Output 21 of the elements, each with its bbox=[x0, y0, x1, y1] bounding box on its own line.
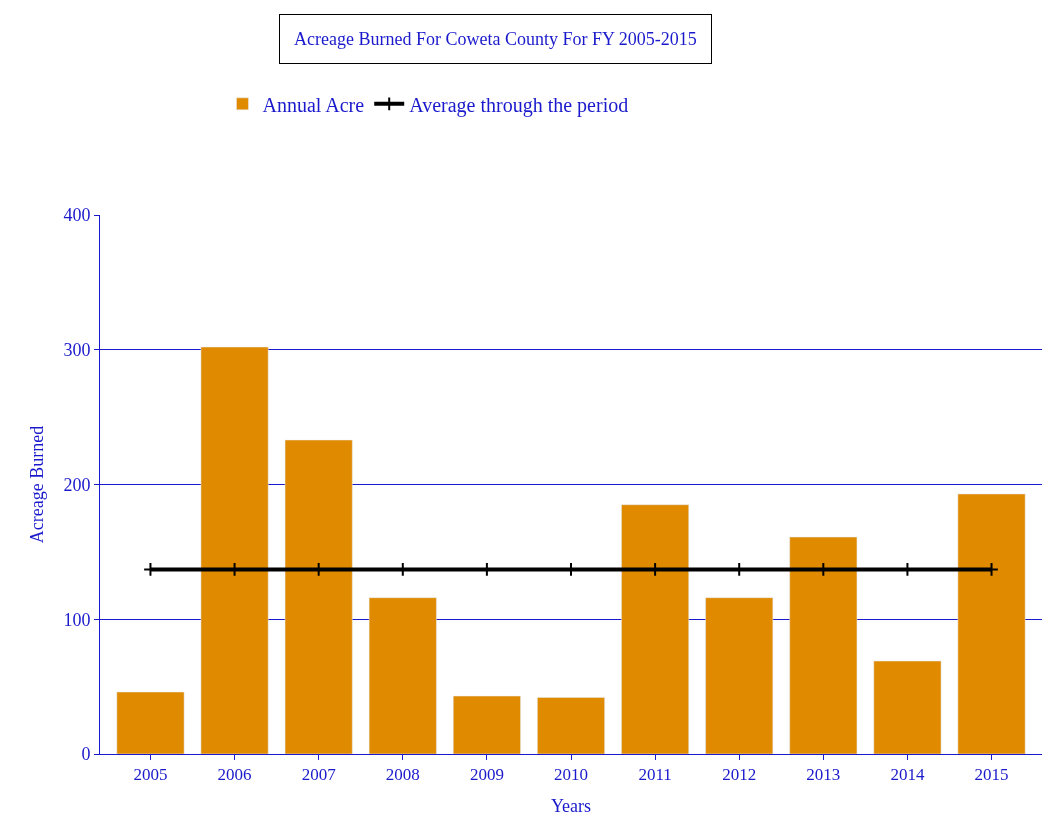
x-tick-label: 2013 bbox=[806, 765, 841, 785]
x-tick-label: 2007 bbox=[301, 765, 337, 785]
y-tick-label: 0 bbox=[81, 744, 91, 765]
y-axis-title: Acreage Burned bbox=[26, 425, 47, 544]
x-tick-label: 2010 bbox=[554, 765, 588, 785]
x-tick-label: 2015 bbox=[974, 765, 1009, 785]
x-tick-label: 2006 bbox=[217, 765, 252, 785]
x-tick-label: 2009 bbox=[469, 765, 504, 785]
legend-label: Annual Acre bbox=[262, 93, 365, 116]
x-tick-label: 2008 bbox=[385, 765, 420, 785]
y-tick-label: 200 bbox=[63, 474, 91, 495]
y-tick-label: 400 bbox=[63, 205, 91, 226]
y-tick-label: 300 bbox=[63, 340, 91, 361]
x-tick-label: 2005 bbox=[133, 765, 168, 785]
x-tick-label: 2011 bbox=[638, 765, 672, 785]
x-tick-label: 2012 bbox=[722, 765, 757, 785]
x-tick-label: 2014 bbox=[890, 765, 925, 785]
x-axis-title: Years bbox=[550, 795, 592, 816]
y-tick-label: 100 bbox=[63, 609, 91, 630]
legend-label: Average through the period bbox=[409, 93, 629, 117]
chart-title: Acreage Burned For Coweta County For FY 2005-2015 bbox=[294, 29, 697, 49]
